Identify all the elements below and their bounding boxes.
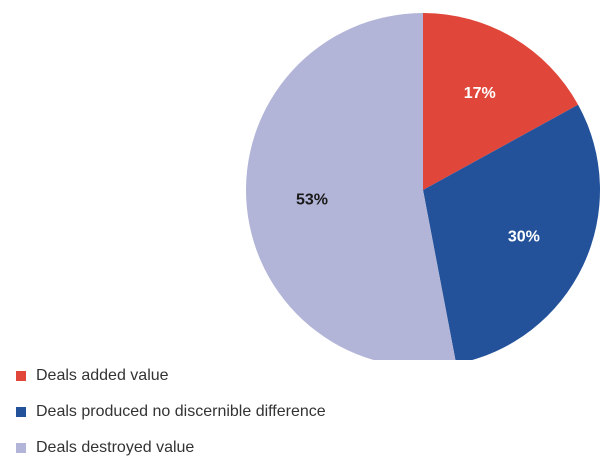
legend-swatch-destroyed-value — [16, 443, 26, 453]
legend-label-added-value: Deals added value — [36, 367, 169, 384]
pie-slice-no-difference — [423, 104, 600, 364]
slice-label-added-value: 17% — [464, 85, 496, 102]
pie-slice-destroyed-value — [245, 13, 457, 367]
legend-item-no-difference: Deals produced no discernible difference — [16, 394, 606, 430]
legend: Deals added value Deals produced no disc… — [16, 358, 606, 466]
legend-label-destroyed-value: Deals destroyed value — [36, 439, 195, 456]
legend-swatch-no-difference — [16, 407, 26, 417]
legend-item-destroyed-value: Deals destroyed value — [16, 430, 606, 466]
pie-chart-svg: 17% 30% 53% — [245, 13, 600, 367]
legend-item-added-value: Deals added value — [16, 358, 606, 394]
legend-swatch-added-value — [16, 371, 26, 381]
slice-label-no-difference: 30% — [508, 229, 540, 246]
legend-label-no-difference: Deals produced no discernible difference — [36, 403, 326, 420]
slice-label-destroyed-value: 53% — [296, 192, 328, 209]
pie-slice-added-value — [423, 13, 579, 190]
